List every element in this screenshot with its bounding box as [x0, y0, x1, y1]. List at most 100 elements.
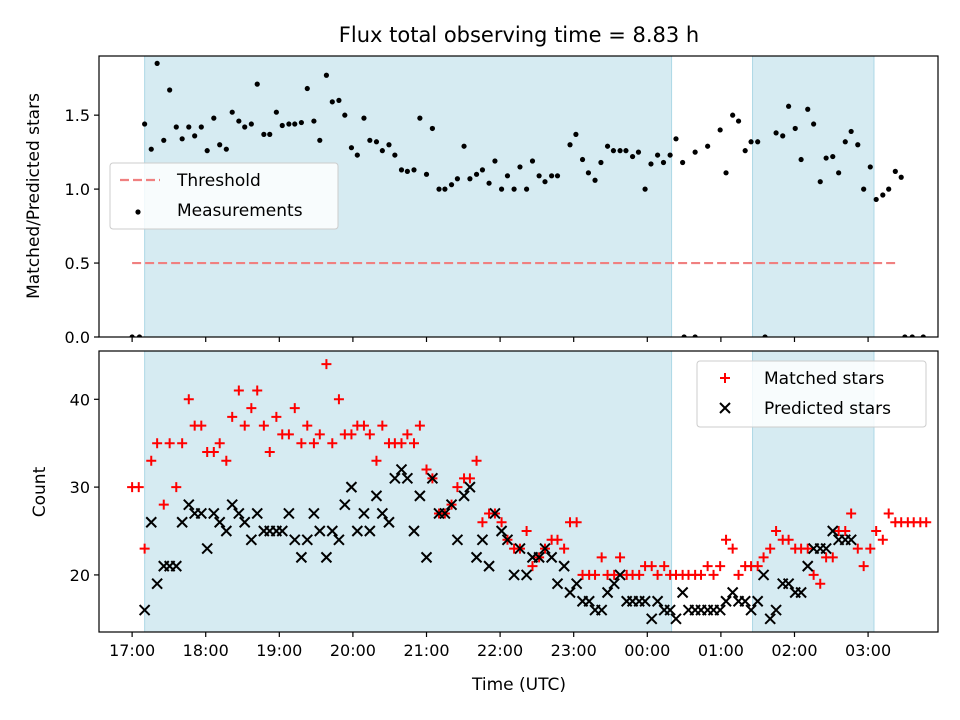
predicted-point: [201, 542, 213, 555]
measurement-point: [217, 142, 223, 148]
measurement-point: [517, 164, 523, 170]
predicted-point: [451, 534, 464, 546]
measurement-point: [448, 182, 455, 188]
matched-point: [827, 552, 838, 563]
matched-point: [852, 543, 863, 554]
measurement-point: [623, 148, 629, 154]
matched-point: [758, 552, 769, 563]
predicted-point: [651, 595, 664, 607]
matched-point: [314, 429, 325, 440]
matched-point: [652, 569, 663, 580]
matched-point: [521, 526, 532, 537]
top-ylabel: Matched/Predicted stars: [24, 93, 44, 299]
measurement-point: [554, 173, 561, 179]
matched-point: [696, 569, 707, 580]
measurement-point: [762, 334, 768, 337]
measurement-point: [730, 112, 736, 118]
top-subplot: Matched/Predicted stars 0.0 0.5 1.0 1.5 Thre…: [24, 55, 939, 347]
measurement-point: [142, 121, 148, 127]
measurement-point: [585, 170, 592, 176]
predicted-point: [845, 534, 857, 546]
measurement-point: [792, 125, 798, 132]
measurement-point: [336, 97, 342, 103]
measurement-point: [598, 159, 604, 166]
predicted-point: [782, 577, 795, 590]
matched-point: [402, 429, 413, 440]
predicted-point: [489, 507, 501, 520]
measurement-point: [717, 127, 723, 133]
measurement-point: [386, 142, 392, 148]
legend-predicted-swatch: [719, 402, 731, 414]
measurement-point: [673, 136, 679, 142]
predicted-point: [251, 507, 263, 520]
predicted-point: [745, 604, 757, 616]
axes-frame: [98, 55, 939, 338]
measurement-point: [723, 170, 729, 176]
predicted-point: [420, 551, 433, 564]
measurement-point: [254, 81, 260, 87]
legend-measurement-swatch: [135, 209, 141, 215]
measurement-point: [504, 173, 511, 179]
x-tick-label: 18:00: [183, 641, 229, 660]
matched-point: [421, 464, 432, 475]
predicted-point: [289, 534, 301, 546]
predicted-point: [183, 498, 195, 511]
measurement-point: [323, 72, 330, 78]
measurement-point: [604, 143, 611, 149]
y-tick-label: 0.0: [65, 328, 90, 347]
predicted-point: [370, 490, 383, 502]
measurement-point: [610, 148, 617, 154]
measurement-point: [479, 167, 486, 173]
predicted-point: [395, 463, 408, 476]
measurement-point: [354, 152, 360, 158]
matched-point: [527, 561, 538, 572]
legend-box: [109, 162, 339, 230]
measurement-point: [573, 131, 579, 137]
measurement-point: [579, 156, 586, 163]
measurement-point: [492, 158, 498, 164]
matched-point: [783, 534, 794, 545]
predicted-point: [820, 542, 832, 555]
matched-point: [590, 569, 601, 580]
matched-point: [264, 446, 275, 457]
measurement-point: [861, 186, 867, 192]
y-tick-label: 30: [70, 478, 90, 497]
legend-label: Measurements: [177, 201, 303, 221]
predicted-point: [333, 534, 345, 546]
predicted-point: [151, 577, 163, 590]
predicted-point: [476, 534, 489, 546]
measurement-point: [398, 167, 405, 173]
predicted-point: [145, 516, 157, 528]
measurement-point: [855, 142, 861, 148]
matched-point: [158, 499, 169, 510]
figure-title: Flux total observing time = 8.83 h: [339, 23, 699, 47]
measurement-point: [242, 124, 248, 130]
measurement-point: [635, 149, 642, 155]
measurement-point: [429, 125, 435, 132]
matched-point: [471, 455, 482, 466]
measurement-point: [467, 176, 473, 182]
measurement-point: [785, 103, 792, 109]
predicted-point: [545, 551, 558, 564]
predicted-point: [339, 498, 351, 511]
predicted-point: [345, 481, 358, 493]
measurement-point: [173, 124, 179, 130]
predicted-point: [138, 604, 151, 616]
matched-point: [308, 438, 319, 449]
predicted-point: [595, 604, 608, 616]
matched-point: [364, 429, 375, 440]
measurement-point: [379, 148, 385, 154]
measurement-point: [511, 186, 517, 192]
measurement-point: [681, 334, 687, 337]
measurement-point: [836, 170, 842, 176]
predicted-point: [483, 560, 495, 572]
legend-box: [696, 360, 927, 428]
matched-point: [715, 561, 726, 572]
matched-point: [552, 534, 563, 545]
matched-point: [252, 385, 263, 396]
measurement-point: [186, 124, 192, 130]
measurement-point: [461, 143, 467, 149]
predicted-point: [795, 586, 807, 599]
matched-point: [327, 438, 338, 449]
matched-point: [283, 429, 294, 440]
